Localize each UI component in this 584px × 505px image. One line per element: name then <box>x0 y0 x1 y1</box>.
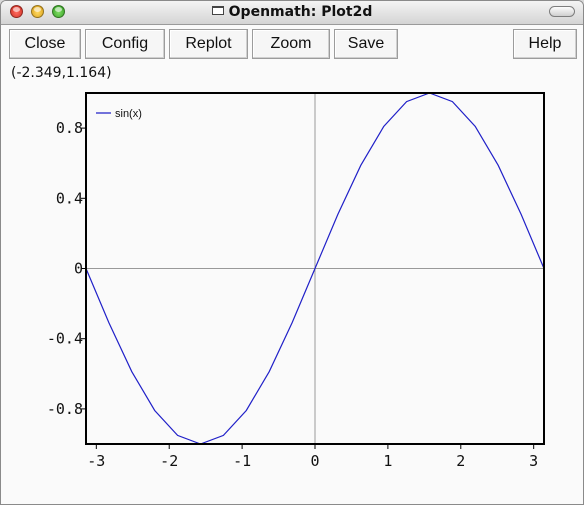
series-line-sin <box>85 92 545 445</box>
close-button[interactable]: Close <box>9 29 81 59</box>
config-button[interactable]: Config <box>85 29 165 59</box>
y-tick-label: -0.4 <box>47 330 83 348</box>
x-tick-label: 3 <box>529 452 538 470</box>
y-tick-label: 0 <box>74 260 83 278</box>
toolbar: Close Config Replot Zoom Save Help <box>1 25 583 61</box>
y-tick-label: 0.4 <box>56 189 83 207</box>
close-window-icon[interactable] <box>10 5 23 18</box>
window-title: Openmath: Plot2d <box>228 4 373 20</box>
coordinates-readout: (-2.349,1.164) <box>11 65 112 81</box>
legend-label-sin: sin(x) <box>115 108 142 120</box>
x-tick-label: -1 <box>233 452 251 470</box>
y-tick-label: -0.8 <box>47 400 83 418</box>
window-title-wrap: Openmath: Plot2d <box>1 4 583 21</box>
title-bar[interactable]: Openmath: Plot2d <box>1 1 583 25</box>
y-tick-label: 0.8 <box>56 119 83 137</box>
replot-button[interactable]: Replot <box>169 29 248 59</box>
toolbar-toggle-button[interactable] <box>549 6 575 17</box>
x-tick-label: -3 <box>87 452 105 470</box>
zoom-button[interactable]: Zoom <box>252 29 330 59</box>
x-tick-label: -2 <box>160 452 178 470</box>
x-tick-label: 2 <box>456 452 465 470</box>
save-button[interactable]: Save <box>334 29 398 59</box>
ticks-layer: -3 -2 -1 0 1 2 3 0.8 0.4 0 -0.4 -0.8 <box>47 119 538 470</box>
help-button[interactable]: Help <box>513 29 577 59</box>
x-tick-label: 0 <box>310 452 319 470</box>
zoom-window-icon[interactable] <box>52 5 65 18</box>
x-tick-label: 1 <box>383 452 392 470</box>
minimize-window-icon[interactable] <box>31 5 44 18</box>
legend: sin(x) <box>96 108 142 120</box>
window-icon <box>211 6 224 15</box>
